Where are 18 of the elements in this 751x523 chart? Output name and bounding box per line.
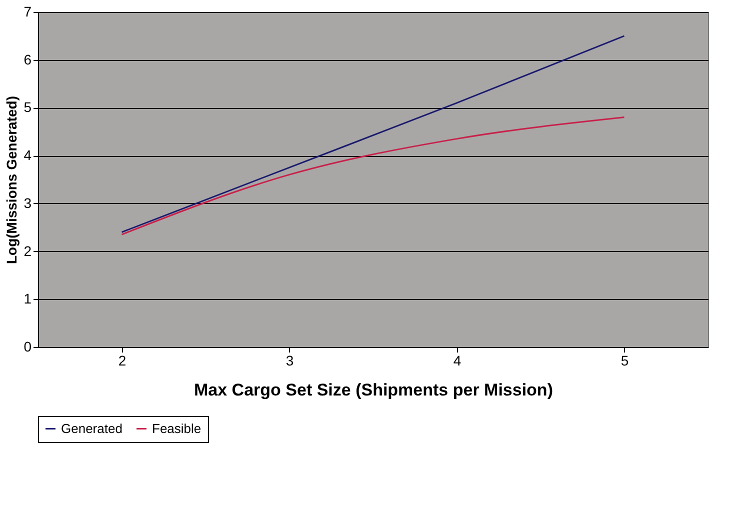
y-tick-label: 1 bbox=[24, 290, 32, 307]
line-series bbox=[121, 116, 625, 236]
y-tick-label: 2 bbox=[24, 242, 32, 259]
y-tick-label: 6 bbox=[24, 51, 32, 68]
x-axis-title: Max Cargo Set Size (Shipments per Mission) bbox=[194, 380, 553, 400]
x-tick-label: 2 bbox=[118, 352, 126, 368]
x-tick-label: 5 bbox=[620, 352, 629, 368]
y-tick-label: 5 bbox=[24, 99, 32, 116]
x-tick-label: 3 bbox=[286, 352, 294, 368]
x-tick-label: 4 bbox=[453, 352, 462, 368]
y-tick-label: 0 bbox=[24, 338, 32, 354]
legend-label: Generated bbox=[61, 420, 122, 436]
y-axis-title: Log(Missions Generated) bbox=[4, 96, 20, 264]
y-tick-label: 4 bbox=[24, 147, 32, 164]
y-tick-label: 7 bbox=[24, 4, 32, 20]
line-series bbox=[121, 35, 625, 233]
y-tick-label: 3 bbox=[24, 194, 32, 211]
legend-label: Feasible bbox=[152, 420, 202, 436]
